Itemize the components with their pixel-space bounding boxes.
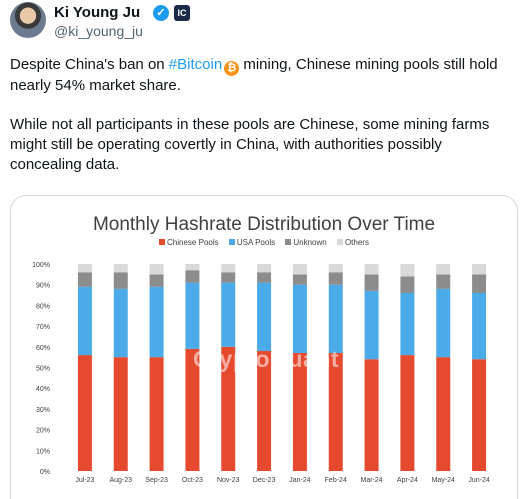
bar-segment-unknown xyxy=(149,274,164,287)
chart-image-card[interactable]: Monthly Hashrate Distribution Over Time … xyxy=(10,195,518,499)
bar-segment-unknown xyxy=(77,272,92,287)
bar-segment-chinese-pools xyxy=(328,353,343,471)
bar-segment-unknown xyxy=(472,274,487,293)
bar-segment-chinese-pools xyxy=(221,346,236,471)
legend-item-usa-pools: USA Pools xyxy=(228,238,275,247)
author-avatar[interactable] xyxy=(10,2,46,38)
bar-segment-usa-pools xyxy=(77,286,92,356)
x-tick-label: Feb-24 xyxy=(325,477,347,484)
x-tick-label: May-24 xyxy=(432,477,455,484)
bar-segment-usa-pools xyxy=(292,284,307,354)
bar-segment-chinese-pools xyxy=(185,348,200,471)
tweet-paragraph-1: Despite China's ban on #Bitcoin ₿ mining,… xyxy=(10,56,498,94)
x-tick-label: Aug-23 xyxy=(109,477,132,484)
y-tick-label: 70% xyxy=(36,324,50,331)
bar-segment-others xyxy=(364,264,379,275)
x-tick-label: Sep-23 xyxy=(145,477,168,484)
x-tick-label: Apr-24 xyxy=(397,477,418,484)
bar-segment-unknown xyxy=(400,276,415,293)
bar-segment-usa-pools xyxy=(149,286,164,358)
bar-segment-chinese-pools xyxy=(436,357,451,471)
chart-legend: Chinese Pools USA Pools Unknown Others xyxy=(11,238,517,247)
bar-segment-chinese-pools xyxy=(472,359,487,471)
y-tick-label: 80% xyxy=(36,303,50,310)
bar-segment-others xyxy=(292,264,307,275)
y-tick-label: 40% xyxy=(36,386,50,393)
bar-segment-chinese-pools xyxy=(113,357,128,471)
legend-item-chinese-pools: Chinese Pools xyxy=(159,238,219,247)
bar-segment-unknown xyxy=(221,272,236,283)
tweet-text: Despite China's ban on #Bitcoin ₿ mining,… xyxy=(10,55,515,175)
verified-badge-icon: ✓ xyxy=(153,5,169,21)
bar-segment-unknown xyxy=(257,272,272,283)
bitcoin-hashtag-link[interactable]: #Bitcoin xyxy=(168,56,223,73)
bar-segment-unknown xyxy=(328,272,343,285)
x-tick-label: Jan-24 xyxy=(289,477,311,484)
bitcoin-icon: ₿ xyxy=(224,61,240,76)
bar-segment-others xyxy=(400,264,415,277)
bar-segment-chinese-pools xyxy=(400,355,415,471)
y-tick-label: 90% xyxy=(36,283,50,290)
bar-segment-usa-pools xyxy=(364,290,379,360)
bar-segment-chinese-pools xyxy=(257,350,272,471)
hashrate-stacked-bar-chart: 0% 10% 20% 30% 40% 50% 60% 70% 80% 90% 100% Jul-23 A… xyxy=(32,262,490,484)
x-tick-label: Oct-23 xyxy=(182,477,203,484)
cryptoquant-watermark: CryptoQuant xyxy=(193,346,340,372)
y-tick-label: 50% xyxy=(36,366,50,373)
bar-segment-unknown xyxy=(185,270,200,283)
y-tick-label: 0% xyxy=(40,469,50,476)
bar-segment-chinese-pools xyxy=(292,353,307,471)
bar-segment-usa-pools xyxy=(221,282,236,347)
bar-segment-unknown xyxy=(436,274,451,289)
bar-segment-usa-pools xyxy=(113,288,128,358)
bar-segment-others xyxy=(257,264,272,273)
bar-segment-unknown xyxy=(292,274,307,285)
bar-segment-unknown xyxy=(113,272,128,289)
org-badge-icon[interactable]: IC xyxy=(174,5,190,21)
bar-segment-usa-pools xyxy=(436,288,451,358)
bar-segment-usa-pools xyxy=(257,282,272,351)
x-tick-label: Jun-24 xyxy=(468,477,490,484)
x-tick-label: Nov-23 xyxy=(217,477,240,484)
y-tick-label: 30% xyxy=(36,407,50,414)
x-tick-label: Jul-23 xyxy=(75,477,94,484)
bar-segment-others xyxy=(185,264,200,271)
bar-segment-usa-pools xyxy=(472,292,487,360)
bar-segment-others xyxy=(221,264,236,273)
legend-item-others: Others xyxy=(336,238,369,247)
bar-segment-chinese-pools xyxy=(364,359,379,471)
x-tick-label: Mar-24 xyxy=(360,477,382,484)
y-tick-label: 60% xyxy=(36,345,50,352)
author-name[interactable]: Ki Young Ju xyxy=(54,4,141,21)
y-tick-label: 20% xyxy=(36,428,50,435)
bar-segment-usa-pools xyxy=(328,284,343,354)
bar-segment-others xyxy=(328,264,343,273)
bar-segment-others xyxy=(77,264,92,273)
author-handle[interactable]: @ki_young_ju xyxy=(54,23,143,39)
bar-segment-usa-pools xyxy=(400,292,415,356)
bar-segment-chinese-pools xyxy=(149,357,164,471)
y-tick-label: 100% xyxy=(32,262,50,269)
tweet-paragraph-2: While not all participants in these pool… xyxy=(10,116,490,173)
bar-segment-others xyxy=(472,264,487,275)
y-tick-label: 10% xyxy=(36,448,50,455)
bar-segment-others xyxy=(149,264,164,275)
chart-title: Monthly Hashrate Distribution Over Time xyxy=(92,214,436,235)
legend-item-unknown: Unknown xyxy=(285,238,327,247)
bar-segment-chinese-pools xyxy=(77,355,92,471)
bar-segment-unknown xyxy=(364,274,379,291)
bar-segment-usa-pools xyxy=(185,282,200,349)
bar-segment-others xyxy=(436,264,451,275)
bar-segment-others xyxy=(113,264,128,273)
x-tick-label: Dec-23 xyxy=(253,477,276,484)
